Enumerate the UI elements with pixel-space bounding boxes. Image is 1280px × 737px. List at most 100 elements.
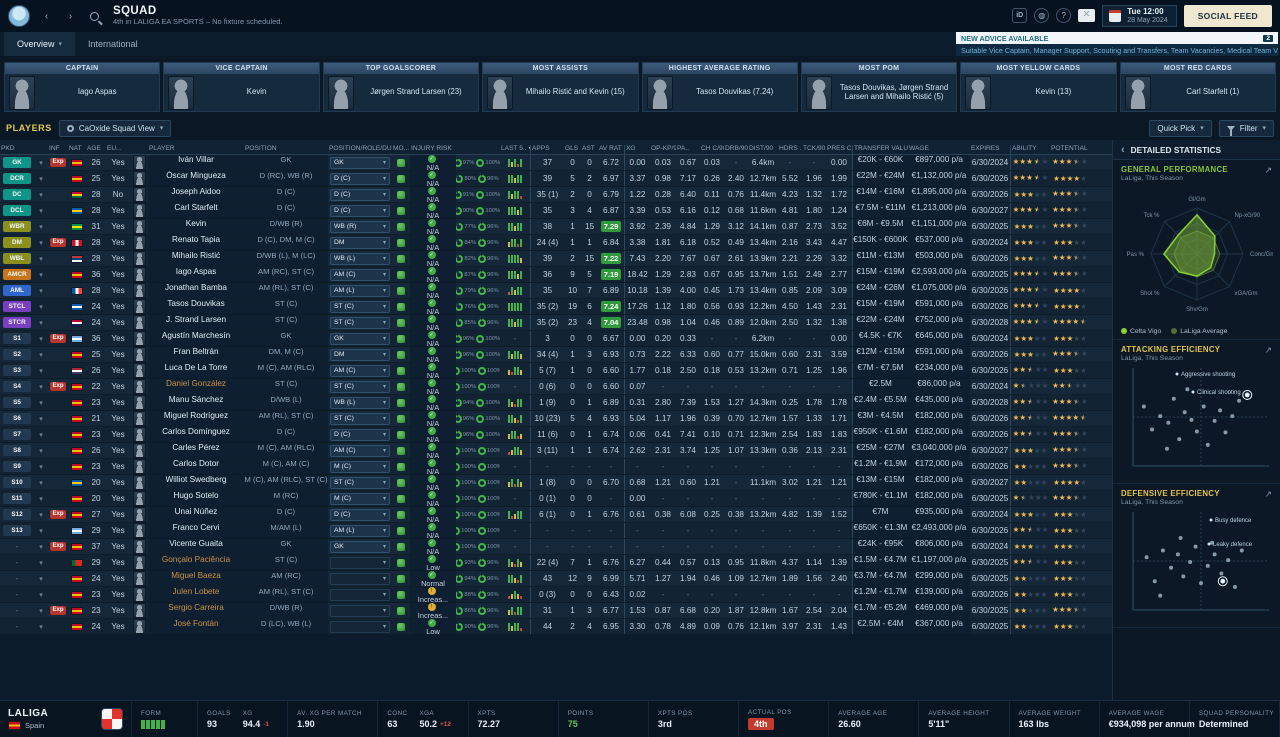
back-icon[interactable]: ‹ <box>44 10 49 22</box>
role-dropdown[interactable]: ST (C) ▾ <box>330 476 390 489</box>
manager-id-icon[interactable]: iD <box>1012 8 1028 24</box>
role-dropdown[interactable]: ▾ <box>330 572 390 585</box>
table-row[interactable]: STCR ▾ 24 Yes J. Strand Larsen ST (C) ST (C) ▾ ✓… <box>0 315 1112 331</box>
forward-icon[interactable]: › <box>68 10 73 22</box>
squad-award-card[interactable]: MOST RED CARDS Carl Starfelt (1) <box>1119 62 1276 112</box>
role-dropdown[interactable]: D (C) ▾ <box>330 204 390 217</box>
squad-award-card[interactable]: MOST YELLOW CARDS Kevin (13) <box>960 62 1117 112</box>
column-header[interactable]: PKD <box>1 145 15 152</box>
column-header[interactable]: WAGE <box>909 145 929 152</box>
role-dropdown[interactable]: M (C) ▾ <box>330 460 390 473</box>
column-header[interactable]: EU... <box>107 145 122 152</box>
row-menu-caret[interactable]: ▾ <box>39 319 43 327</box>
table-row[interactable]: - ▾ Exp 37 Yes Vicente Guaita GK GK ▾ ✓ N/A 100% 100… <box>0 539 1112 555</box>
row-menu-caret[interactable]: ▾ <box>39 559 43 567</box>
table-row[interactable]: DM ▾ Exp 28 Yes Renato Tapia D (C), DM, M (C) D… <box>0 235 1112 251</box>
table-row[interactable]: WBL ▾ 28 Yes Mihailo Ristić D/WB (L), M (LC) W… <box>0 251 1112 267</box>
row-menu-caret[interactable]: ▾ <box>39 399 43 407</box>
expand-icon[interactable]: ↗ <box>1264 165 1272 175</box>
table-row[interactable]: S6 ▾ 21 Yes Miguel Rodríguez AM (RL), ST (C) S… <box>0 411 1112 427</box>
table-row[interactable]: S4 ▾ Exp 22 Yes Daniel González ST (C) ST (C) ▾ ✓… <box>0 379 1112 395</box>
advice-items-row[interactable]: Suitable Vice Captain, Manager Support, … <box>956 44 1278 56</box>
row-menu-caret[interactable]: ▾ <box>39 351 43 359</box>
column-header[interactable]: TCK/90 <box>803 145 826 152</box>
row-menu-caret[interactable]: ▾ <box>39 287 43 295</box>
role-dropdown[interactable]: AM (L) ▾ <box>330 524 390 537</box>
role-dropdown[interactable]: ST (C) ▾ <box>330 300 390 313</box>
table-row[interactable]: S9 ▾ 23 Yes Carlos Dotor M (C), AM (C) M (C) ▾ ✓… <box>0 459 1112 475</box>
row-menu-caret[interactable]: ▾ <box>39 191 43 199</box>
table-row[interactable]: S3 ▾ 26 Yes Luca De La Torre M (C), AM (RLC) A… <box>0 363 1112 379</box>
squad-award-card[interactable]: MOST ASSISTS Mihailo Ristić and Kevin (15… <box>482 62 639 112</box>
row-menu-caret[interactable]: ▾ <box>39 591 43 599</box>
column-header[interactable]: ABILITY <box>1010 145 1050 154</box>
table-row[interactable]: AMCR ▾ 36 Yes Iago Aspas AM (RC), ST (C) AM (C… <box>0 267 1112 283</box>
column-header[interactable] <box>34 152 48 154</box>
role-dropdown[interactable]: AM (C) ▾ <box>330 364 390 377</box>
table-row[interactable]: S8 ▾ 26 Yes Carles Pérez M (C), AM (RLC) AM (C… <box>0 443 1112 459</box>
help-icon[interactable]: ? <box>1056 8 1072 24</box>
column-header[interactable]: DRB/90 <box>725 145 748 152</box>
detail-panel-header[interactable]: ‹ DETAILED STATISTICS <box>1113 140 1280 160</box>
row-menu-caret[interactable]: ▾ <box>39 623 43 631</box>
row-menu-caret[interactable]: ▾ <box>39 335 43 343</box>
expand-icon[interactable]: ↗ <box>1264 489 1272 499</box>
social-feed-button[interactable]: SOCIAL FEED <box>1183 4 1272 27</box>
role-dropdown[interactable]: GK ▾ <box>330 540 390 553</box>
column-header[interactable]: HDRS .. <box>779 145 802 152</box>
column-header[interactable]: PA.. <box>677 145 689 152</box>
squad-view-dropdown[interactable]: CaOxide Squad View ▾ <box>58 119 172 137</box>
table-row[interactable]: - ▾ 24 Yes Miguel Baeza AM (RC) ▾ ✓ Normal 94% 96%… <box>0 571 1112 587</box>
role-dropdown[interactable]: M (C) ▾ <box>330 492 390 505</box>
role-dropdown[interactable]: ▾ <box>330 588 390 601</box>
column-header[interactable]: LAST 5.. ▼ <box>501 145 530 152</box>
globe-icon[interactable]: ◍ <box>1034 8 1050 24</box>
column-header[interactable]: POSITION/ROLE/DUTY <box>329 145 392 152</box>
row-menu-caret[interactable]: ▾ <box>39 543 43 551</box>
tab-international[interactable]: International <box>75 32 151 56</box>
table-row[interactable]: S12 ▾ Exp 27 Yes Unai Núñez D (C) D (C) ▾ ✓ N/A 100… <box>0 507 1112 523</box>
table-row[interactable]: AML ▾ 28 Yes Jonathan Bamba AM (RL), ST (C) AM… <box>0 283 1112 299</box>
role-dropdown[interactable]: DM ▾ <box>330 348 390 361</box>
role-dropdown[interactable]: ▾ <box>330 604 390 617</box>
table-row[interactable]: S13 ▾ 29 Yes Franco Cervi M/AM (L) AM (L) ▾ ✓ N/A… <box>0 523 1112 539</box>
inbox-icon[interactable] <box>1078 9 1096 23</box>
row-menu-caret[interactable]: ▾ <box>39 255 43 263</box>
role-dropdown[interactable]: ST (C) ▾ <box>330 316 390 329</box>
table-row[interactable]: S5 ▾ 23 Yes Manu Sánchez D/WB (L) WB (L) ▾ ✓ N/A 9… <box>0 395 1112 411</box>
table-row[interactable]: DC ▾ 28 No Joseph Aidoo D (C) D (C) ▾ ✓ N/A 91% 100… <box>0 187 1112 203</box>
column-header[interactable] <box>456 152 500 154</box>
table-row[interactable]: S2 ▾ 25 Yes Fran Beltrán DM, M (C) DM ▾ ✓ N/A 96% 1… <box>0 347 1112 363</box>
column-header[interactable]: AGE <box>87 145 101 152</box>
role-dropdown[interactable]: D (C) ▾ <box>330 188 390 201</box>
row-menu-caret[interactable]: ▾ <box>39 271 43 279</box>
search-icon[interactable] <box>87 9 102 24</box>
column-header[interactable]: APPS <box>530 145 564 154</box>
column-header[interactable]: OP-KP/9.. <box>651 145 676 152</box>
row-menu-caret[interactable]: ▾ <box>39 175 43 183</box>
column-header[interactable]: PLAYER <box>149 145 175 152</box>
row-menu-caret[interactable]: ▾ <box>39 431 43 439</box>
role-dropdown[interactable]: WB (L) ▾ <box>330 396 390 409</box>
squad-award-card[interactable]: VICE CAPTAIN Kevin <box>163 62 320 112</box>
role-dropdown[interactable]: WB (L) ▾ <box>330 252 390 265</box>
column-header[interactable]: CH C/90 <box>701 145 724 152</box>
expand-icon[interactable]: ↗ <box>1264 345 1272 355</box>
date-box[interactable]: Tue 12:00 28 May 2024 <box>1102 4 1177 28</box>
column-header[interactable]: MO... <box>393 145 410 152</box>
club-crest-icon[interactable] <box>8 5 30 27</box>
row-menu-caret[interactable]: ▾ <box>39 607 43 615</box>
column-header[interactable]: INJURY RISK <box>411 145 452 152</box>
column-header[interactable]: POTENTIAL <box>1051 145 1088 152</box>
role-dropdown[interactable]: D (C) ▾ <box>330 508 390 521</box>
row-menu-caret[interactable]: ▾ <box>39 511 43 519</box>
squad-award-card[interactable]: TOP GOALSCORER Jørgen Strand Larsen (23) <box>322 62 480 112</box>
column-header[interactable]: DIST/90 <box>749 145 774 152</box>
column-header[interactable]: EXPIRES <box>971 145 1000 152</box>
column-header[interactable]: POSITION <box>245 145 277 152</box>
role-dropdown[interactable]: DM ▾ <box>330 236 390 249</box>
row-menu-caret[interactable]: ▾ <box>39 463 43 471</box>
role-dropdown[interactable]: WB (R) ▾ <box>330 220 390 233</box>
row-menu-caret[interactable]: ▾ <box>39 207 43 215</box>
table-row[interactable]: STCL ▾ 24 Yes Tasos Douvikas ST (C) ST (C) ▾ ✓ N/… <box>0 299 1112 315</box>
